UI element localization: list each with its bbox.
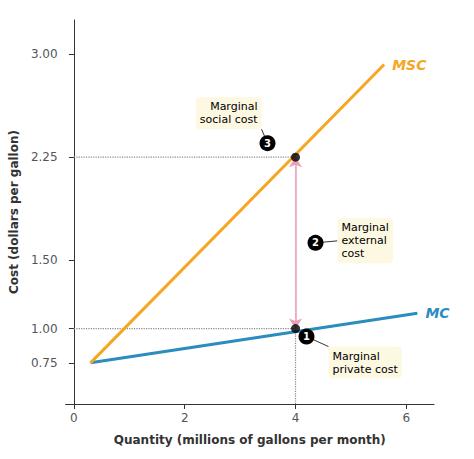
svg-text:MC: MC [425, 305, 450, 321]
svg-text:2.25: 2.25 [31, 150, 58, 164]
svg-text:1: 1 [303, 331, 310, 342]
svg-text:external: external [342, 234, 387, 247]
svg-text:MSC: MSC [392, 57, 427, 73]
svg-text:0.75: 0.75 [31, 356, 58, 370]
svg-text:4: 4 [292, 411, 300, 425]
svg-text:Marginal: Marginal [210, 100, 257, 113]
svg-text:3: 3 [264, 138, 271, 149]
svg-text:cost: cost [342, 247, 366, 260]
svg-text:1.50: 1.50 [31, 253, 58, 267]
svg-text:Quantity (millions of gallons: Quantity (millions of gallons per month) [114, 433, 386, 447]
svg-text:Marginal: Marginal [342, 221, 389, 234]
svg-text:Cost (dollars per gallon): Cost (dollars per gallon) [7, 130, 21, 294]
svg-text:Marginal: Marginal [333, 350, 380, 363]
svg-text:2: 2 [312, 237, 319, 248]
svg-text:private cost: private cost [333, 363, 399, 376]
svg-text:2: 2 [181, 411, 189, 425]
svg-text:0: 0 [70, 411, 78, 425]
svg-text:6: 6 [402, 411, 410, 425]
svg-text:social cost: social cost [200, 113, 258, 126]
svg-text:1.00: 1.00 [31, 322, 58, 336]
svg-text:3.00: 3.00 [31, 47, 58, 61]
